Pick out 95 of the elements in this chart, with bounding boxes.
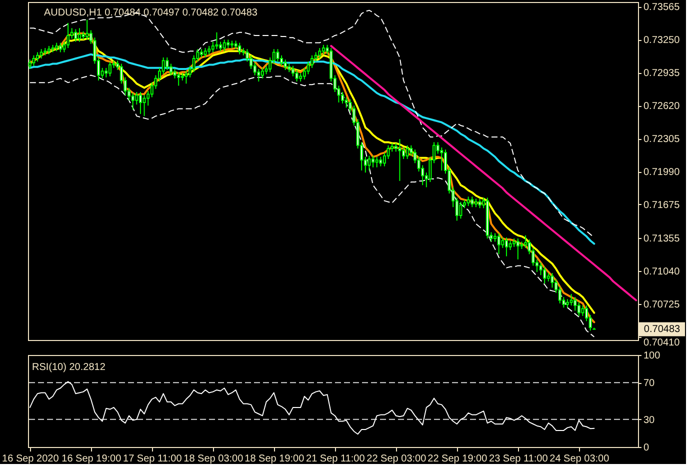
- candlestick: [58, 42, 62, 53]
- candlestick: [386, 144, 390, 160]
- y-tick-label: 0.72935: [644, 68, 680, 80]
- y-tick-label: 0.72305: [644, 134, 680, 146]
- line-series: [29, 381, 595, 435]
- candlestick: [375, 156, 378, 168]
- line-series: [29, 10, 595, 238]
- candlestick: [78, 28, 81, 42]
- candlestick: [459, 201, 462, 220]
- candlestick: [162, 56, 165, 75]
- candlestick: [341, 91, 344, 104]
- candlestick: [314, 52, 318, 62]
- y-tick-label: 0: [644, 442, 650, 454]
- candlestick: [74, 28, 78, 42]
- candlestick: [28, 59, 32, 70]
- candlestick: [166, 56, 169, 71]
- y-tick-label: 0.71040: [644, 266, 680, 278]
- line-series: [330, 44, 638, 302]
- candlestick: [177, 72, 180, 86]
- candlestick: [402, 146, 406, 160]
- candlestick: [574, 296, 577, 312]
- candlestick: [215, 32, 218, 50]
- candlestick: [219, 41, 222, 52]
- candlestick: [40, 48, 43, 60]
- candlestick: [184, 70, 188, 84]
- y-tick-label: 0.70410: [644, 337, 680, 348]
- candlestick: [222, 39, 226, 52]
- candlestick: [478, 198, 482, 209]
- candlestick: [142, 94, 146, 117]
- candlestick: [558, 286, 562, 304]
- candlestick: [466, 196, 470, 207]
- candlestick: [246, 48, 249, 62]
- candlestick: [470, 196, 474, 208]
- candlestick: [344, 96, 348, 108]
- candlestick: [368, 155, 371, 171]
- y-tick-label: 0.73250: [644, 35, 680, 46]
- candlestick: [36, 52, 40, 62]
- text: RSI(10) 20.2812: [32, 362, 106, 373]
- candlestick: [310, 54, 314, 68]
- candlestick: [250, 54, 253, 70]
- candlestick: [372, 155, 375, 168]
- candlestick: [398, 138, 402, 182]
- y-tick-label: 0.71990: [644, 167, 680, 178]
- candlestick: [104, 67, 108, 78]
- candlestick: [291, 65, 294, 77]
- x-tick-label: 16 Sep 2020: [2, 454, 60, 464]
- candlestick: [284, 59, 287, 71]
- y-tick-label: 0.70725: [644, 299, 680, 310]
- candlestick: [238, 42, 242, 55]
- candlestick: [543, 266, 546, 284]
- candlestick: [379, 156, 382, 167]
- text: AUDUSD,H1 0.70484 0.70497 0.70482 0.70483: [44, 8, 258, 19]
- y-tick-label: 30: [644, 414, 656, 426]
- candlestick: [406, 144, 409, 160]
- y-tick-label: 0.73565: [644, 2, 680, 14]
- x-tick-label: 18 Sep 03:00: [184, 454, 244, 464]
- candlestick: [570, 293, 573, 306]
- candlestick: [169, 63, 172, 76]
- candlestick: [581, 304, 584, 316]
- candlestick: [382, 152, 386, 167]
- candlestick: [508, 240, 512, 251]
- candlestick: [204, 48, 207, 58]
- candlestick: [524, 234, 528, 248]
- candlestick: [497, 232, 500, 255]
- y-tick-label: 100: [644, 350, 661, 362]
- candlestick: [108, 61, 112, 77]
- candlestick: [86, 19, 89, 40]
- y-tick-label: 0.72620: [644, 101, 680, 112]
- candlestick: [280, 54, 284, 66]
- y-tick-label: 0.71355: [644, 233, 680, 244]
- candlestick: [410, 144, 413, 156]
- x-tick-label: 17 Sep 11:00: [123, 454, 182, 464]
- candlestick: [504, 236, 508, 257]
- candlestick: [276, 48, 280, 62]
- x-tick-label: 24 Sep 03:00: [550, 454, 610, 464]
- candlestick: [501, 236, 504, 248]
- y-tick-label: 0.71675: [644, 200, 680, 211]
- candlestick: [550, 272, 554, 288]
- text: 0.70483: [644, 324, 681, 336]
- candlestick: [318, 48, 322, 60]
- candlestick: [516, 238, 520, 260]
- candlestick: [138, 91, 142, 114]
- candlestick: [577, 302, 580, 316]
- candlestick: [32, 54, 36, 66]
- y-tick-label: 70: [644, 378, 656, 390]
- candlestick: [322, 44, 325, 55]
- x-tick-label: 18 Sep 19:00: [244, 454, 305, 464]
- candlestick: [260, 67, 264, 79]
- candlestick: [66, 22, 70, 49]
- x-tick-label: 22 Sep 03:00: [366, 454, 427, 464]
- x-tick-label: 21 Sep 11:00: [306, 454, 366, 464]
- x-tick-label: 16 Sep 19:00: [62, 454, 122, 464]
- candlestick: [131, 92, 134, 110]
- x-tick-label: 22 Sep 19:00: [428, 454, 488, 464]
- x-tick-label: 23 Sep 11:00: [489, 454, 548, 464]
